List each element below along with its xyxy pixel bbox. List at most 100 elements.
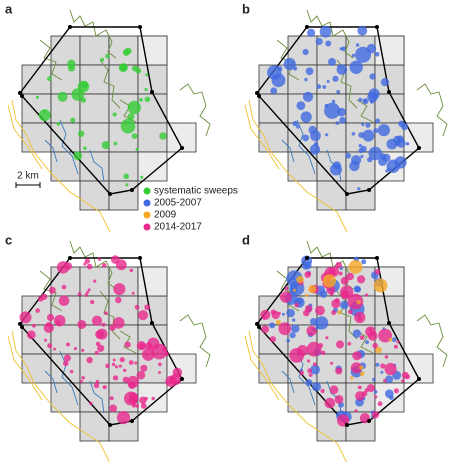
occurrence-dot	[396, 340, 400, 344]
occurrence-dot	[363, 99, 367, 103]
occurrence-dot	[119, 63, 128, 72]
occurrence-dot	[308, 373, 313, 377]
grid-cell	[374, 93, 405, 124]
occurrence-dot	[365, 293, 369, 297]
occurrence-dot	[144, 396, 148, 401]
occurrence-dot	[306, 325, 317, 336]
occurrence-dot	[43, 322, 54, 333]
occurrence-dot	[338, 271, 343, 276]
hull-vertex	[255, 91, 259, 95]
occurrence-dot	[365, 340, 369, 345]
occurrence-dot	[354, 311, 366, 324]
occurrence-dot	[387, 167, 391, 171]
occurrence-dot	[331, 310, 336, 316]
occurrence-dot	[61, 284, 67, 290]
legend-swatch	[143, 211, 151, 219]
occurrence-dot	[47, 76, 52, 81]
occurrence-dot	[89, 401, 93, 405]
occurrence-dot	[335, 367, 343, 375]
occurrence-dot	[337, 310, 342, 315]
occurrence-dot	[140, 403, 147, 409]
occurrence-dot	[296, 297, 303, 305]
occurrence-dot	[368, 88, 380, 100]
occurrence-dot	[320, 350, 326, 356]
occurrence-dot	[296, 275, 304, 284]
occurrence-dot	[112, 358, 116, 362]
occurrence-dot	[385, 375, 393, 384]
occurrence-dot	[159, 132, 167, 140]
occurrence-dot	[345, 417, 349, 422]
hull-vertex	[305, 256, 309, 260]
hull-vertex	[20, 325, 24, 329]
occurrence-dot	[365, 326, 376, 337]
occurrence-dot	[289, 348, 305, 363]
occurrence-dot	[339, 117, 346, 124]
occurrence-dot	[102, 385, 107, 390]
occurrence-dot	[81, 376, 85, 380]
occurrence-dot	[290, 275, 296, 281]
grid-cell	[50, 35, 81, 66]
occurrence-dot	[315, 316, 329, 330]
occurrence-dot	[56, 122, 61, 126]
occurrence-dot	[326, 80, 330, 83]
occurrence-dot	[119, 357, 125, 363]
occurrence-dot	[93, 382, 100, 389]
hull-vertex	[150, 90, 154, 94]
occurrence-dot	[124, 47, 132, 55]
occurrence-dot	[286, 338, 290, 343]
legend-label: 2009	[154, 210, 177, 221]
occurrence-dot	[101, 322, 106, 327]
occurrence-dot	[280, 291, 292, 303]
occurrence-dot	[350, 362, 362, 374]
occurrence-dot	[63, 360, 69, 367]
legend-label: 2005-2007	[154, 198, 202, 209]
occurrence-dot	[78, 130, 85, 137]
occurrence-dot	[113, 283, 126, 296]
grid-cell	[50, 122, 81, 153]
occurrence-dot	[308, 285, 317, 294]
occurrence-dot	[365, 122, 371, 128]
occurrence-dot	[378, 328, 392, 343]
occurrence-dot	[58, 295, 70, 306]
occurrence-dot	[299, 370, 304, 376]
occurrence-dot	[64, 262, 73, 270]
occurrence-dot	[113, 317, 125, 329]
occurrence-dot	[358, 148, 364, 154]
occurrence-dot	[116, 411, 131, 425]
occurrence-dot	[352, 351, 362, 361]
grid-cell	[79, 180, 110, 211]
occurrence-dot	[68, 64, 75, 72]
occurrence-dot	[359, 371, 365, 377]
occurrence-dot	[371, 411, 380, 419]
occurrence-dot	[86, 290, 89, 294]
occurrence-dot	[331, 99, 336, 104]
hull-vertex	[255, 322, 259, 326]
occurrence-dot	[354, 409, 358, 413]
coastline	[7, 99, 111, 233]
occurrence-dot	[355, 46, 371, 63]
occurrence-dot	[63, 354, 71, 362]
occurrence-dot	[401, 379, 405, 383]
occurrence-dot	[144, 304, 151, 311]
occurrence-dot	[358, 132, 365, 138]
occurrence-dot	[357, 275, 366, 284]
occurrence-dot	[112, 375, 119, 381]
occurrence-dot	[310, 130, 321, 142]
occurrence-dot	[368, 146, 383, 161]
occurrence-dot	[357, 25, 368, 36]
hull-vertex	[345, 192, 349, 196]
grid-cell	[316, 180, 347, 211]
occurrence-dot	[70, 117, 76, 123]
occurrence-dot	[57, 91, 68, 102]
occurrence-dot	[139, 98, 143, 102]
grid-cell	[21, 353, 52, 384]
occurrence-dot	[283, 57, 296, 71]
occurrence-dot	[93, 279, 97, 283]
occurrence-dot	[86, 263, 93, 270]
occurrence-dot	[292, 318, 296, 322]
occurrence-dot	[302, 91, 314, 102]
occurrence-dot	[320, 388, 325, 394]
occurrence-dot	[73, 347, 78, 351]
occurrence-dot	[377, 124, 390, 137]
